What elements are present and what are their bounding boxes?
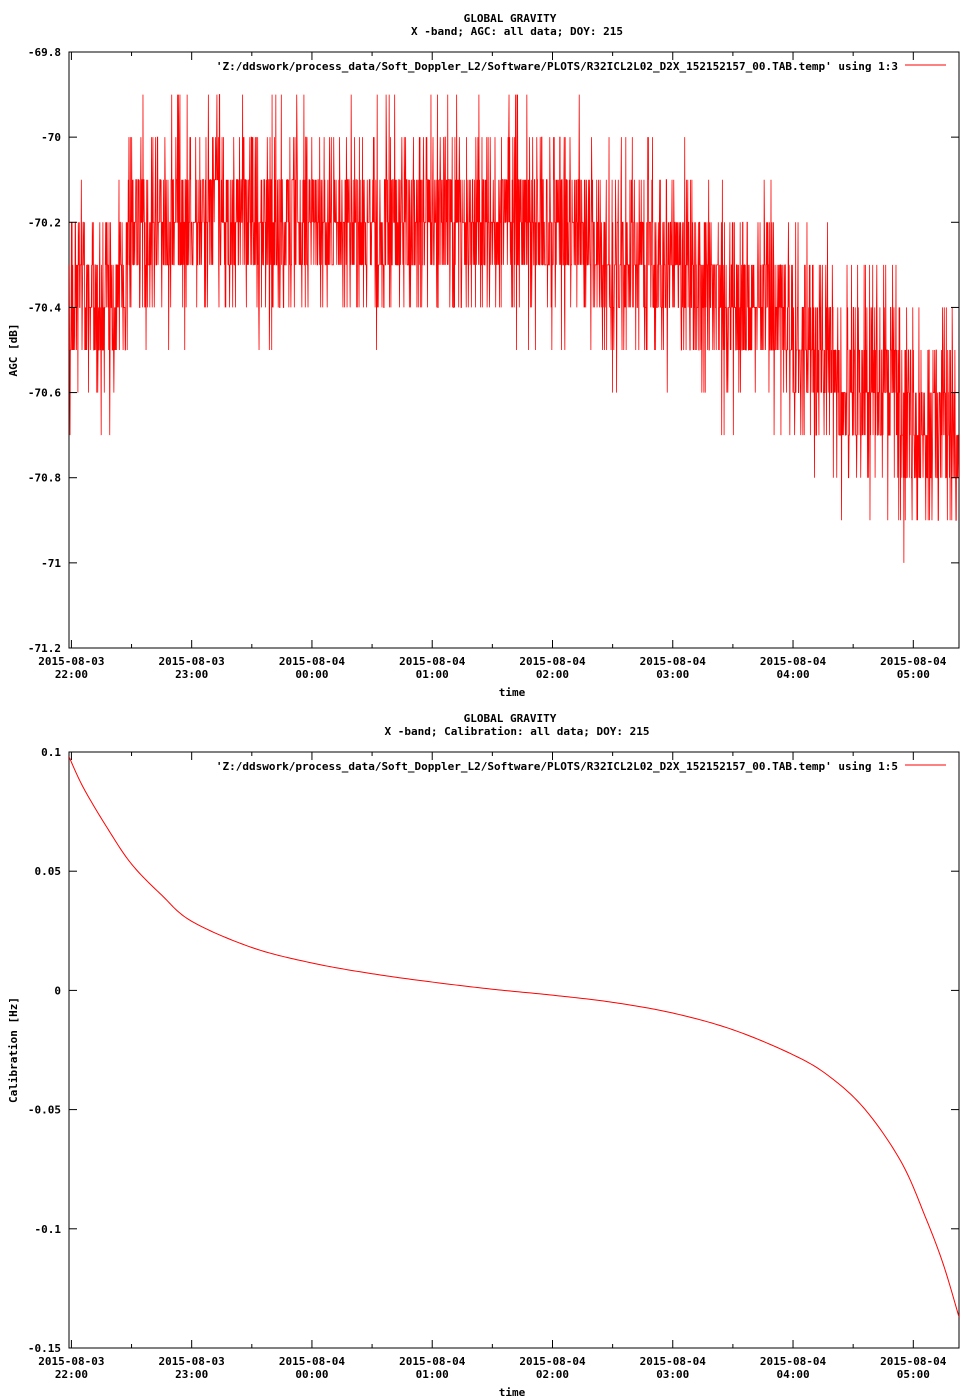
chart-subtitle: X -band; Calibration: all data; DOY: 215 [385,725,650,738]
y-tick-label: -70.6 [28,387,61,400]
x-tick-label: 2015-08-04 [880,1355,947,1368]
chart-title: GLOBAL GRAVITY [464,712,557,725]
y-tick-label: -69.8 [28,46,61,59]
x-tick-label: 01:00 [416,668,449,681]
y-tick-label: 0 [54,984,61,997]
x-tick-label: 2015-08-04 [640,1355,707,1368]
x-tick-label: 2015-08-03 [159,655,225,668]
legend-label: 'Z:/ddswork/process_data/Soft_Doppler_L2… [216,760,898,773]
x-tick-label: 00:00 [295,1368,328,1381]
legend: 'Z:/ddswork/process_data/Soft_Doppler_L2… [216,760,946,773]
x-tick-label: 00:00 [295,668,328,681]
x-tick-label: 2015-08-04 [760,1355,827,1368]
y-tick-label: -71.2 [28,642,61,655]
x-tick-label: 01:00 [416,1368,449,1381]
x-tick-label: 2015-08-04 [760,655,827,668]
x-tick-label: 02:00 [536,668,569,681]
x-tick-label: 2015-08-04 [279,1355,346,1368]
calibration-series-line [69,756,959,1318]
axis-ticks: 0.10.050-0.05-0.1-0.152015-08-0322:00201… [28,746,959,1381]
x-tick-label: 22:00 [55,1368,88,1381]
agc-series-line [69,94,959,563]
x-tick-label: 2015-08-03 [159,1355,225,1368]
x-axis-label: time [499,1386,526,1399]
x-tick-label: 23:00 [175,668,208,681]
x-tick-label: 03:00 [656,668,689,681]
x-tick-label: 02:00 [536,1368,569,1381]
chart-title: GLOBAL GRAVITY [464,12,557,25]
x-tick-label: 05:00 [897,1368,930,1381]
y-tick-label: -70 [41,131,61,144]
y-axis-label: AGC [dB] [7,324,20,377]
calibration-chart: GLOBAL GRAVITY X -band; Calibration: all… [7,712,960,1399]
plot-area [68,51,960,649]
plot-frame [68,751,960,1349]
x-tick-label: 22:00 [55,668,88,681]
axis-ticks: -69.8-70-70.2-70.4-70.6-70.8-71-71.22015… [28,46,959,681]
x-tick-label: 2015-08-04 [640,655,707,668]
x-axis-label: time [499,686,526,699]
x-tick-label: 2015-08-04 [880,655,947,668]
y-tick-label: -70.8 [28,472,61,485]
y-tick-label: -0.1 [35,1223,62,1236]
y-tick-label: 0.05 [35,865,62,878]
chart-subtitle: X -band; AGC: all data; DOY: 215 [411,25,623,38]
x-tick-label: 04:00 [776,668,809,681]
legend-label: 'Z:/ddswork/process_data/Soft_Doppler_L2… [216,60,898,73]
plot-area [68,751,960,1349]
y-tick-label: -0.15 [28,1342,61,1355]
y-tick-label: -0.05 [28,1104,61,1117]
y-tick-label: -70.2 [28,216,61,229]
x-tick-label: 05:00 [897,668,930,681]
x-tick-label: 2015-08-04 [399,655,466,668]
y-tick-label: -70.4 [28,301,61,314]
x-tick-label: 2015-08-04 [519,1355,586,1368]
x-tick-label: 2015-08-04 [519,655,586,668]
x-tick-label: 2015-08-03 [38,1355,104,1368]
x-tick-label: 03:00 [656,1368,689,1381]
x-tick-label: 23:00 [175,1368,208,1381]
x-tick-label: 04:00 [776,1368,809,1381]
y-tick-label: 0.1 [41,746,61,759]
legend: 'Z:/ddswork/process_data/Soft_Doppler_L2… [216,60,946,73]
x-tick-label: 2015-08-04 [399,1355,466,1368]
y-tick-label: -71 [41,557,61,570]
agc-chart: GLOBAL GRAVITY X -band; AGC: all data; D… [7,12,960,699]
x-tick-label: 2015-08-04 [279,655,346,668]
x-tick-label: 2015-08-03 [38,655,104,668]
y-axis-label: Calibration [Hz] [7,997,20,1103]
